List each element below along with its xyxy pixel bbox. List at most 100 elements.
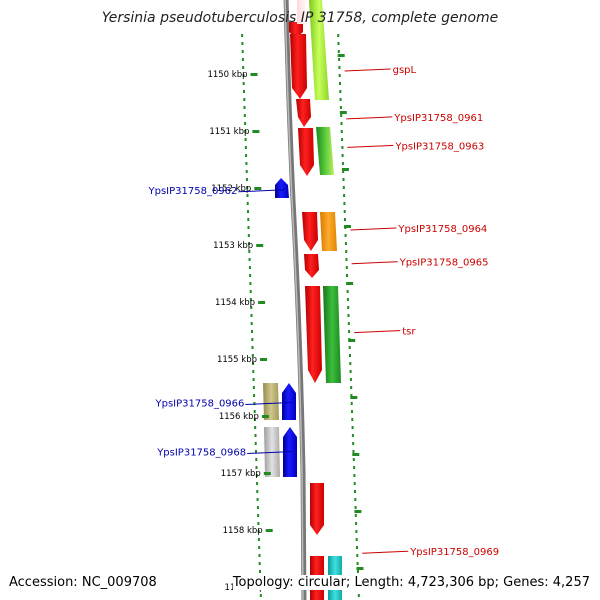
gene-arrow[interactable] — [304, 254, 319, 278]
scale-dot — [342, 186, 345, 189]
gene-label[interactable]: gspL — [393, 65, 417, 76]
scale-dot — [250, 306, 253, 309]
gene-arrow[interactable] — [282, 383, 296, 420]
genome-summary: Topology: circular; Length: 4,723,306 bp… — [232, 575, 590, 590]
scale-dot — [346, 298, 349, 301]
genes-label: Genes: — [503, 575, 549, 590]
scale-dot — [351, 434, 354, 437]
scale-dot — [350, 394, 353, 397]
scale-dot — [257, 514, 260, 517]
scale-dot — [352, 458, 355, 461]
gene-arrow[interactable] — [275, 178, 289, 198]
scale-dot — [254, 442, 257, 445]
scale-dot — [343, 202, 346, 205]
scale-dot — [259, 570, 261, 573]
olive-feature[interactable] — [263, 383, 279, 420]
scale-tick-mark — [344, 225, 351, 228]
genome-backbone — [283, 0, 307, 600]
scale-dot — [339, 90, 342, 93]
genome-backbone-highlight — [284, 0, 304, 600]
scale-dot — [259, 594, 262, 597]
scale-dot — [354, 506, 357, 509]
scale-dot — [338, 58, 341, 61]
scale-dot — [338, 74, 341, 77]
scale-dot — [247, 210, 249, 213]
scale-dot — [355, 538, 358, 541]
scale-dot — [354, 498, 357, 501]
accession-label: Accession: — [9, 575, 78, 590]
scale-dot — [342, 178, 345, 181]
scale-dot — [346, 290, 349, 293]
scale-tick-label: 1158 kbp — [223, 526, 263, 536]
scale-dot — [255, 474, 258, 477]
scale-dots — [241, 34, 360, 597]
gene-label-connector — [247, 451, 294, 454]
scale-dot — [341, 138, 344, 141]
scale-dot — [249, 298, 252, 301]
scale-dot — [252, 378, 255, 381]
scale-dot — [257, 538, 260, 541]
scale-tick-label: 1154 kbp — [215, 298, 255, 308]
scale-dot — [242, 66, 245, 69]
scale-dot — [349, 354, 351, 357]
scale-dot — [345, 258, 348, 261]
gene-label[interactable]: YpsIP31758_0965 — [399, 258, 489, 269]
length-value: 4,723,306 bp — [407, 575, 495, 590]
orange-feature[interactable] — [320, 212, 337, 251]
scale-tick-label: 1153 kbp — [213, 241, 253, 251]
scale-tick-mark — [260, 358, 267, 361]
lime-feature[interactable] — [309, 0, 329, 100]
scale-dot — [356, 562, 359, 565]
gene-arrow[interactable] — [290, 34, 307, 99]
gene-label[interactable]: YpsIP31758_0964 — [397, 224, 487, 235]
scale-dot — [251, 330, 253, 333]
gene-label[interactable]: YpsIP31758_0962 — [147, 186, 237, 197]
gene-label[interactable]: YpsIP31758_0966 — [154, 399, 244, 410]
gene-arrow[interactable] — [305, 286, 322, 383]
scale-dot — [252, 386, 255, 389]
scale-dot — [344, 242, 347, 245]
green-feature[interactable] — [323, 286, 341, 383]
scale-dot — [339, 106, 342, 109]
gene-label[interactable]: YpsIP31758_0963 — [394, 141, 484, 152]
scale-dot — [354, 490, 356, 493]
gene-label[interactable]: YpsIP31758_0968 — [156, 448, 246, 459]
scale-dot — [252, 362, 255, 365]
gene-label-connector — [245, 402, 292, 405]
scale-dot — [241, 58, 244, 61]
green-lime-feature[interactable] — [316, 127, 334, 175]
gene-label[interactable]: tsr — [402, 327, 416, 338]
gene-arrow[interactable] — [297, 0, 308, 24]
topology-value: circular — [297, 575, 346, 590]
scale-dot — [257, 530, 260, 533]
scale-dot — [344, 234, 347, 237]
gene-arrow[interactable] — [302, 212, 318, 251]
scale-tick-mark — [265, 529, 273, 532]
gene-label[interactable]: YpsIP31758_0969 — [409, 547, 499, 558]
gene-arrow[interactable] — [298, 128, 314, 176]
scale-dot — [340, 114, 343, 117]
accession-info: Accession: NC_009708 — [9, 575, 157, 590]
scale-dot — [244, 146, 247, 149]
scale-tick-label: 1157 kbp — [221, 469, 261, 479]
gene-label[interactable]: YpsIP31758_0961 — [393, 113, 483, 124]
scale-dot — [351, 426, 354, 429]
scale-dot — [350, 402, 353, 405]
scale-dot — [343, 210, 346, 213]
scale-dot — [257, 522, 260, 525]
scale-tick-mark — [256, 244, 264, 247]
scale-dot — [241, 42, 244, 45]
scale-tick-mark — [258, 301, 266, 304]
reverse-strand-genes — [263, 178, 297, 477]
scale-tick-mark — [339, 111, 347, 114]
scale-dot — [345, 250, 348, 253]
scale-dot — [343, 194, 346, 197]
scale-tick-mark — [261, 415, 269, 418]
scale-dot — [243, 90, 245, 93]
scale-dot — [248, 258, 251, 261]
gene-arrow[interactable] — [296, 99, 311, 127]
scale-dot — [248, 250, 251, 253]
gene-arrow[interactable] — [310, 483, 324, 535]
scale-dot — [251, 338, 254, 341]
